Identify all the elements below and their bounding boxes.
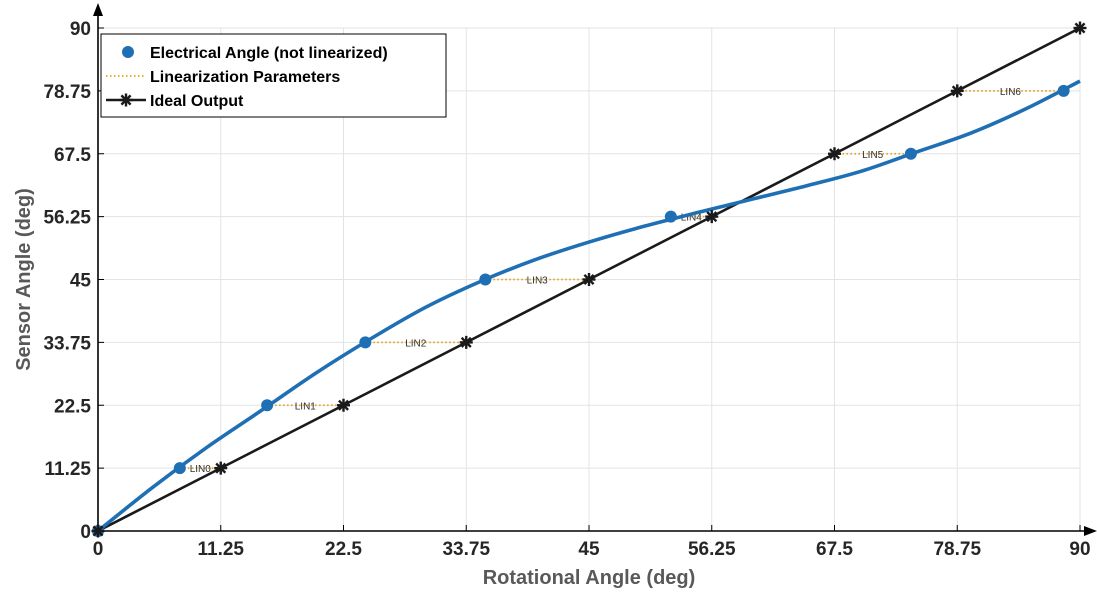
electrical-angle-point — [1057, 84, 1070, 97]
legend-marker-electrical — [122, 46, 134, 58]
electrical-angle-point — [479, 273, 492, 286]
lin-segment-label: LIN0 — [190, 464, 212, 475]
lin-segment: LIN6 — [957, 87, 1064, 98]
lin-segment: LIN1 — [267, 401, 344, 412]
ideal-output-point — [950, 84, 964, 98]
y-tick-label: 33.75 — [43, 333, 91, 354]
lin-segment: LIN5 — [834, 150, 911, 161]
lin-segment: LIN4 — [670, 213, 712, 224]
ideal-output-point — [1073, 21, 1087, 35]
x-axis-arrow — [1084, 526, 1097, 536]
x-axis-label: Rotational Angle (deg) — [483, 567, 696, 589]
electrical-angle-point — [359, 336, 372, 349]
ideal-output-point — [582, 273, 596, 286]
x-tick-label: 11.25 — [198, 539, 245, 560]
y-tick-label: 90 — [70, 19, 91, 40]
tick-labels: 0 11.25 22.5 33.75 45 56.25 67.5 78.75 90 0 11.25 2… — [43, 19, 1090, 560]
legend-label: Electrical Angle (not linearized) — [150, 45, 388, 62]
legend-box — [100, 33, 447, 118]
y-tick-label: 67.5 — [54, 145, 91, 166]
y-tick-label: 0 — [80, 522, 91, 543]
electrical-angle-point — [173, 462, 186, 475]
x-tick-label: 33.75 — [442, 539, 490, 560]
x-tick-label: 45 — [578, 539, 600, 560]
lin-segment-label: LIN5 — [862, 150, 884, 161]
electrical-angle-point — [904, 147, 917, 160]
y-axis-arrow — [93, 3, 103, 16]
y-tick-label: 45 — [70, 271, 92, 292]
y-tick-label: 11.25 — [45, 459, 92, 480]
legend-marker-ideal — [119, 93, 133, 107]
legend-label: Linearization Parameters — [150, 69, 340, 86]
ideal-output-point — [91, 524, 105, 538]
ideal-output-point — [214, 461, 228, 475]
x-tick-label: 22.5 — [325, 539, 362, 560]
x-tick-label: 78.75 — [933, 539, 981, 560]
legend: Electrical Angle (not linearized) Lineari… — [100, 33, 447, 118]
lin-segment-label: LIN2 — [405, 338, 427, 349]
legend-entry: Linearization Parameters — [106, 69, 340, 86]
legend-label: Ideal Output — [150, 93, 244, 110]
x-tick-label: 56.25 — [688, 539, 736, 560]
lin-segment-label: LIN6 — [1000, 87, 1022, 98]
y-axis-label: Sensor Angle (deg) — [13, 188, 35, 371]
lin-segment: LIN2 — [365, 338, 467, 349]
legend-entry: Ideal Output — [106, 93, 244, 110]
lin-segment: LIN0 — [179, 464, 221, 475]
series: LIN0 LIN1 LIN2 LIN3 LIN4 LIN5 LIN6 — [91, 21, 1087, 538]
ideal-output-point — [337, 398, 350, 412]
electrical-angle-point — [664, 210, 677, 223]
ideal-output-point — [828, 147, 841, 161]
y-tick-label: 22.5 — [54, 396, 91, 417]
lin-segment: LIN3 — [485, 276, 589, 287]
electrical-angle-point — [261, 399, 274, 412]
y-tick-label: 78.75 — [43, 82, 91, 103]
x-tick-label: 90 — [1069, 539, 1090, 560]
legend-entry: Electrical Angle (not linearized) — [122, 45, 388, 62]
y-tick-label: 56.25 — [43, 208, 91, 229]
ideal-output-point — [705, 210, 719, 224]
x-tick-label: 0 — [93, 539, 104, 560]
lin-segment-label: LIN3 — [527, 276, 549, 287]
lin-segment-label: LIN4 — [681, 213, 703, 224]
ideal-output-point — [459, 335, 473, 349]
x-tick-label: 67.5 — [816, 539, 853, 560]
lin-segment-label: LIN1 — [295, 401, 317, 412]
